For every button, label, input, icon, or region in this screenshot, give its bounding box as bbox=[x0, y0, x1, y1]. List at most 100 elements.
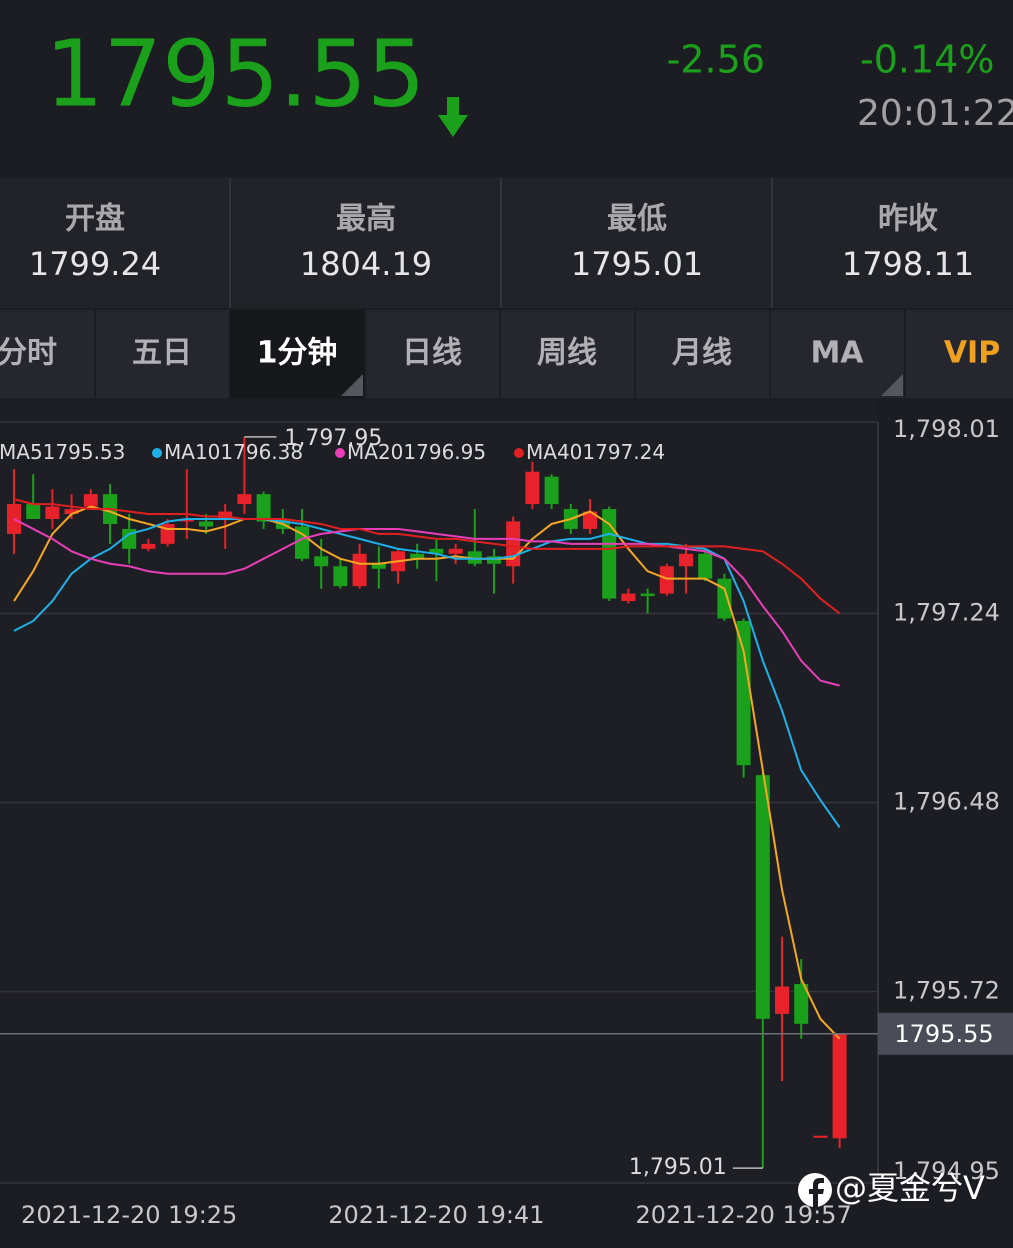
legend-dot bbox=[152, 448, 162, 458]
tab[interactable]: 月线 bbox=[672, 336, 732, 371]
legend-entry: MA201796.95 bbox=[347, 440, 486, 464]
stat-value: 1799.24 bbox=[29, 245, 161, 283]
price: 1795.55 bbox=[45, 20, 425, 127]
last-price-box bbox=[878, 1012, 1013, 1055]
candle-body bbox=[352, 553, 367, 587]
x-tick-label: 2021-12-20 19:41 bbox=[328, 1201, 544, 1229]
tab-corner bbox=[881, 374, 903, 396]
chart: 1,798.01 1,797.24 1,796.48 1,795.72 1,794.95… bbox=[0, 415, 1013, 1229]
tab[interactable]: 1分钟 bbox=[257, 336, 338, 371]
candle-body bbox=[333, 566, 348, 587]
candle-body bbox=[794, 984, 809, 1024]
legend-name: MA40 bbox=[526, 440, 582, 464]
tab-selected-bg bbox=[230, 310, 365, 398]
legend-value: 1795.53 bbox=[43, 440, 126, 464]
candle-body bbox=[621, 593, 636, 602]
last-price-label: 1795.55 bbox=[894, 1020, 993, 1048]
legend-value: 1796.38 bbox=[220, 440, 303, 464]
watermark: @夏金兮V bbox=[798, 1169, 985, 1208]
candle-body bbox=[295, 526, 309, 559]
candle-body bbox=[640, 593, 655, 597]
candle-body bbox=[448, 548, 463, 554]
legend-dot bbox=[514, 448, 524, 458]
stat-value: 1804.19 bbox=[300, 245, 432, 283]
tab[interactable]: 周线 bbox=[537, 336, 597, 371]
tab[interactable]: VIP bbox=[944, 336, 1000, 371]
candle-body bbox=[679, 553, 693, 567]
plot-bg bbox=[0, 400, 878, 1183]
tab[interactable]: MA bbox=[810, 336, 864, 371]
legend-value: 1796.95 bbox=[403, 440, 486, 464]
candle-body bbox=[64, 509, 79, 515]
candle-body bbox=[583, 511, 597, 529]
x-tick-label: 2021-12-20 19:25 bbox=[21, 1201, 237, 1229]
down-arrow bbox=[438, 97, 468, 137]
candle-body bbox=[832, 1033, 847, 1139]
stats-bg bbox=[0, 178, 1013, 308]
legend-entry: MA401797.24 bbox=[526, 440, 665, 464]
candle-body bbox=[26, 504, 41, 519]
candle-body bbox=[199, 521, 213, 527]
y-tick-label: 1,794.95 bbox=[893, 1157, 1000, 1185]
candle-body bbox=[544, 476, 559, 505]
candle-body bbox=[256, 494, 271, 522]
high-label: 1,797.95 bbox=[284, 426, 382, 451]
stat-value: 1798.11 bbox=[842, 245, 974, 283]
ma-line bbox=[13, 518, 840, 687]
candle-body bbox=[237, 494, 252, 505]
tab-row: 分时 五日 1分钟 日线 周线 月线 MA VIP bbox=[0, 310, 1013, 398]
candle-body bbox=[525, 471, 540, 505]
candle-body bbox=[141, 543, 156, 549]
legend-name: MA20 bbox=[347, 440, 403, 464]
candle-body bbox=[487, 556, 501, 564]
legend-name: MA5 bbox=[0, 440, 43, 464]
candle-body bbox=[775, 986, 789, 1014]
tabs-bg bbox=[0, 310, 1013, 398]
watermark-icon-f bbox=[809, 1178, 824, 1208]
candle-body bbox=[179, 518, 194, 522]
candle-body bbox=[410, 553, 425, 559]
tab[interactable]: 日线 bbox=[402, 336, 462, 371]
y-tick-label: 1,798.01 bbox=[893, 415, 1000, 443]
tab[interactable]: 分时 bbox=[0, 336, 57, 371]
tab[interactable]: 五日 bbox=[132, 336, 192, 371]
candle-body bbox=[659, 566, 674, 594]
candle-body bbox=[371, 563, 386, 569]
stat-label: 最低 bbox=[607, 202, 667, 237]
stats-row: 开盘 1799.24 最高 1804.19 最低 1795.01 昨收 1798.11 bbox=[0, 178, 1013, 308]
candle-body bbox=[755, 775, 770, 1019]
candle-body bbox=[736, 620, 751, 766]
tab-corner bbox=[341, 374, 363, 396]
candle-body bbox=[429, 548, 444, 554]
ma-line bbox=[13, 517, 841, 828]
stat-label: 开盘 bbox=[65, 202, 125, 237]
percent: -0.14% bbox=[860, 38, 994, 82]
candle-body bbox=[602, 509, 617, 599]
y-tick-label: 1,796.48 bbox=[893, 788, 1000, 816]
legend-dot bbox=[335, 448, 345, 458]
candle-body bbox=[717, 578, 732, 619]
stat-label: 最高 bbox=[336, 202, 396, 237]
candle-body bbox=[83, 494, 98, 507]
y-tick-label: 1,795.72 bbox=[893, 977, 1000, 1005]
candle-body bbox=[314, 556, 329, 567]
y-tick-label: 1,797.24 bbox=[893, 598, 1000, 626]
candle-body bbox=[45, 506, 60, 519]
ma-line bbox=[13, 505, 841, 1040]
legend-value: 1797.24 bbox=[582, 440, 665, 464]
stat-value: 1795.01 bbox=[571, 245, 703, 283]
watermark-text: @夏金兮V bbox=[835, 1169, 985, 1207]
candle-body bbox=[698, 553, 713, 579]
legend-name: MA10 bbox=[164, 440, 220, 464]
candle-body bbox=[813, 1135, 828, 1138]
stat-label: 昨收 bbox=[878, 202, 938, 237]
candle-body bbox=[218, 511, 233, 519]
ma-line bbox=[13, 498, 841, 615]
legend-entry: MA51795.53 bbox=[0, 440, 125, 464]
candle-body bbox=[467, 551, 482, 564]
change: -2.56 bbox=[667, 38, 765, 82]
low-label: 1,795.01 bbox=[629, 1155, 727, 1180]
legend-entry: MA101796.38 bbox=[164, 440, 303, 464]
